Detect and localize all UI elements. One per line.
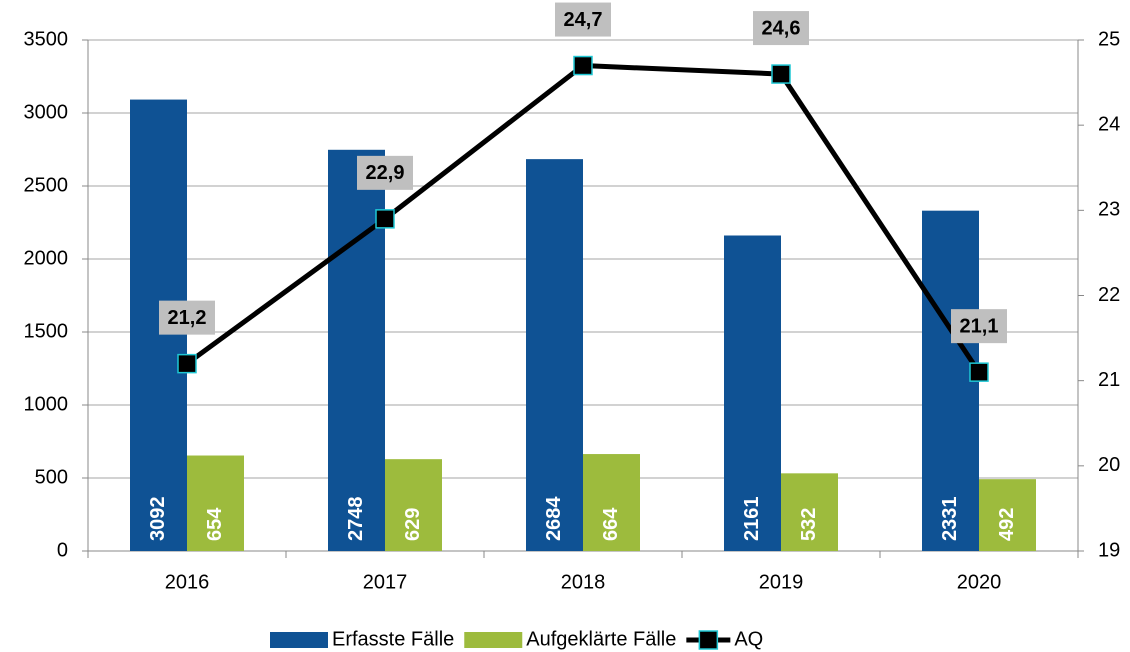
bar bbox=[187, 455, 244, 551]
y-tick-label: 1000 bbox=[24, 393, 69, 415]
x-tick-label: 2019 bbox=[759, 571, 804, 593]
y-tick-label: 2000 bbox=[24, 247, 69, 269]
value-label-box bbox=[555, 2, 611, 37]
value-label-box bbox=[753, 11, 809, 46]
line-marker bbox=[177, 353, 197, 374]
bar-value-label: 2331 bbox=[939, 497, 961, 542]
bar bbox=[385, 459, 442, 551]
x-tick-label: 2020 bbox=[957, 571, 1002, 593]
line-marker bbox=[969, 362, 989, 382]
bar-value-label: 2684 bbox=[543, 496, 565, 541]
bar-value-label: 2748 bbox=[345, 497, 367, 542]
y2-tick-label: 19 bbox=[1098, 539, 1120, 561]
x-tick-label: 2016 bbox=[165, 571, 210, 593]
line-value-label: 24,6 bbox=[762, 17, 801, 39]
value-label-box bbox=[357, 155, 413, 190]
line-marker bbox=[573, 55, 593, 76]
legend-swatch bbox=[270, 632, 328, 648]
y2-tick-label: 24 bbox=[1098, 113, 1120, 135]
legend-swatch bbox=[464, 632, 523, 648]
legend-label: Aufgeklärte Fälle bbox=[526, 628, 676, 650]
y2-tick-label: 20 bbox=[1098, 454, 1120, 476]
line-value-label: 21,1 bbox=[960, 315, 999, 337]
line-value-label: 22,9 bbox=[366, 162, 405, 184]
bar-value-label: 532 bbox=[798, 508, 820, 541]
bar bbox=[979, 479, 1036, 551]
y-tick-label: 1500 bbox=[24, 320, 69, 342]
y-tick-label: 3000 bbox=[24, 101, 69, 123]
legend-label: Erfasste Fälle bbox=[332, 628, 454, 650]
bar-value-label: 3092 bbox=[147, 497, 169, 542]
y2-tick-label: 25 bbox=[1098, 28, 1120, 50]
x-tick-label: 2017 bbox=[363, 571, 408, 593]
bar bbox=[526, 159, 583, 552]
y2-tick-label: 22 bbox=[1098, 284, 1120, 306]
bar bbox=[583, 454, 640, 551]
bar-value-label: 629 bbox=[402, 508, 424, 541]
y2-tick-label: 21 bbox=[1098, 369, 1120, 391]
bar bbox=[724, 235, 781, 551]
bar bbox=[781, 473, 838, 551]
y-tick-label: 3500 bbox=[24, 28, 69, 50]
bar-value-label: 2161 bbox=[741, 497, 763, 542]
x-tick-label: 2018 bbox=[561, 571, 606, 593]
bar-value-label: 492 bbox=[996, 508, 1018, 541]
y-tick-label: 2500 bbox=[24, 174, 69, 196]
bar-value-label: 664 bbox=[600, 507, 622, 541]
y-tick-label: 0 bbox=[57, 539, 68, 561]
line-value-label: 24,7 bbox=[564, 9, 603, 31]
y-tick-label: 500 bbox=[35, 466, 68, 488]
line-marker bbox=[375, 209, 395, 229]
legend-label: AQ bbox=[734, 628, 763, 650]
bar-value-label: 654 bbox=[204, 507, 226, 541]
line-marker bbox=[771, 64, 791, 84]
value-label-box bbox=[159, 300, 215, 335]
line-value-label: 21,2 bbox=[168, 307, 207, 329]
value-label-box bbox=[951, 309, 1007, 344]
legend-marker bbox=[698, 630, 719, 650]
y2-tick-label: 23 bbox=[1098, 199, 1120, 221]
